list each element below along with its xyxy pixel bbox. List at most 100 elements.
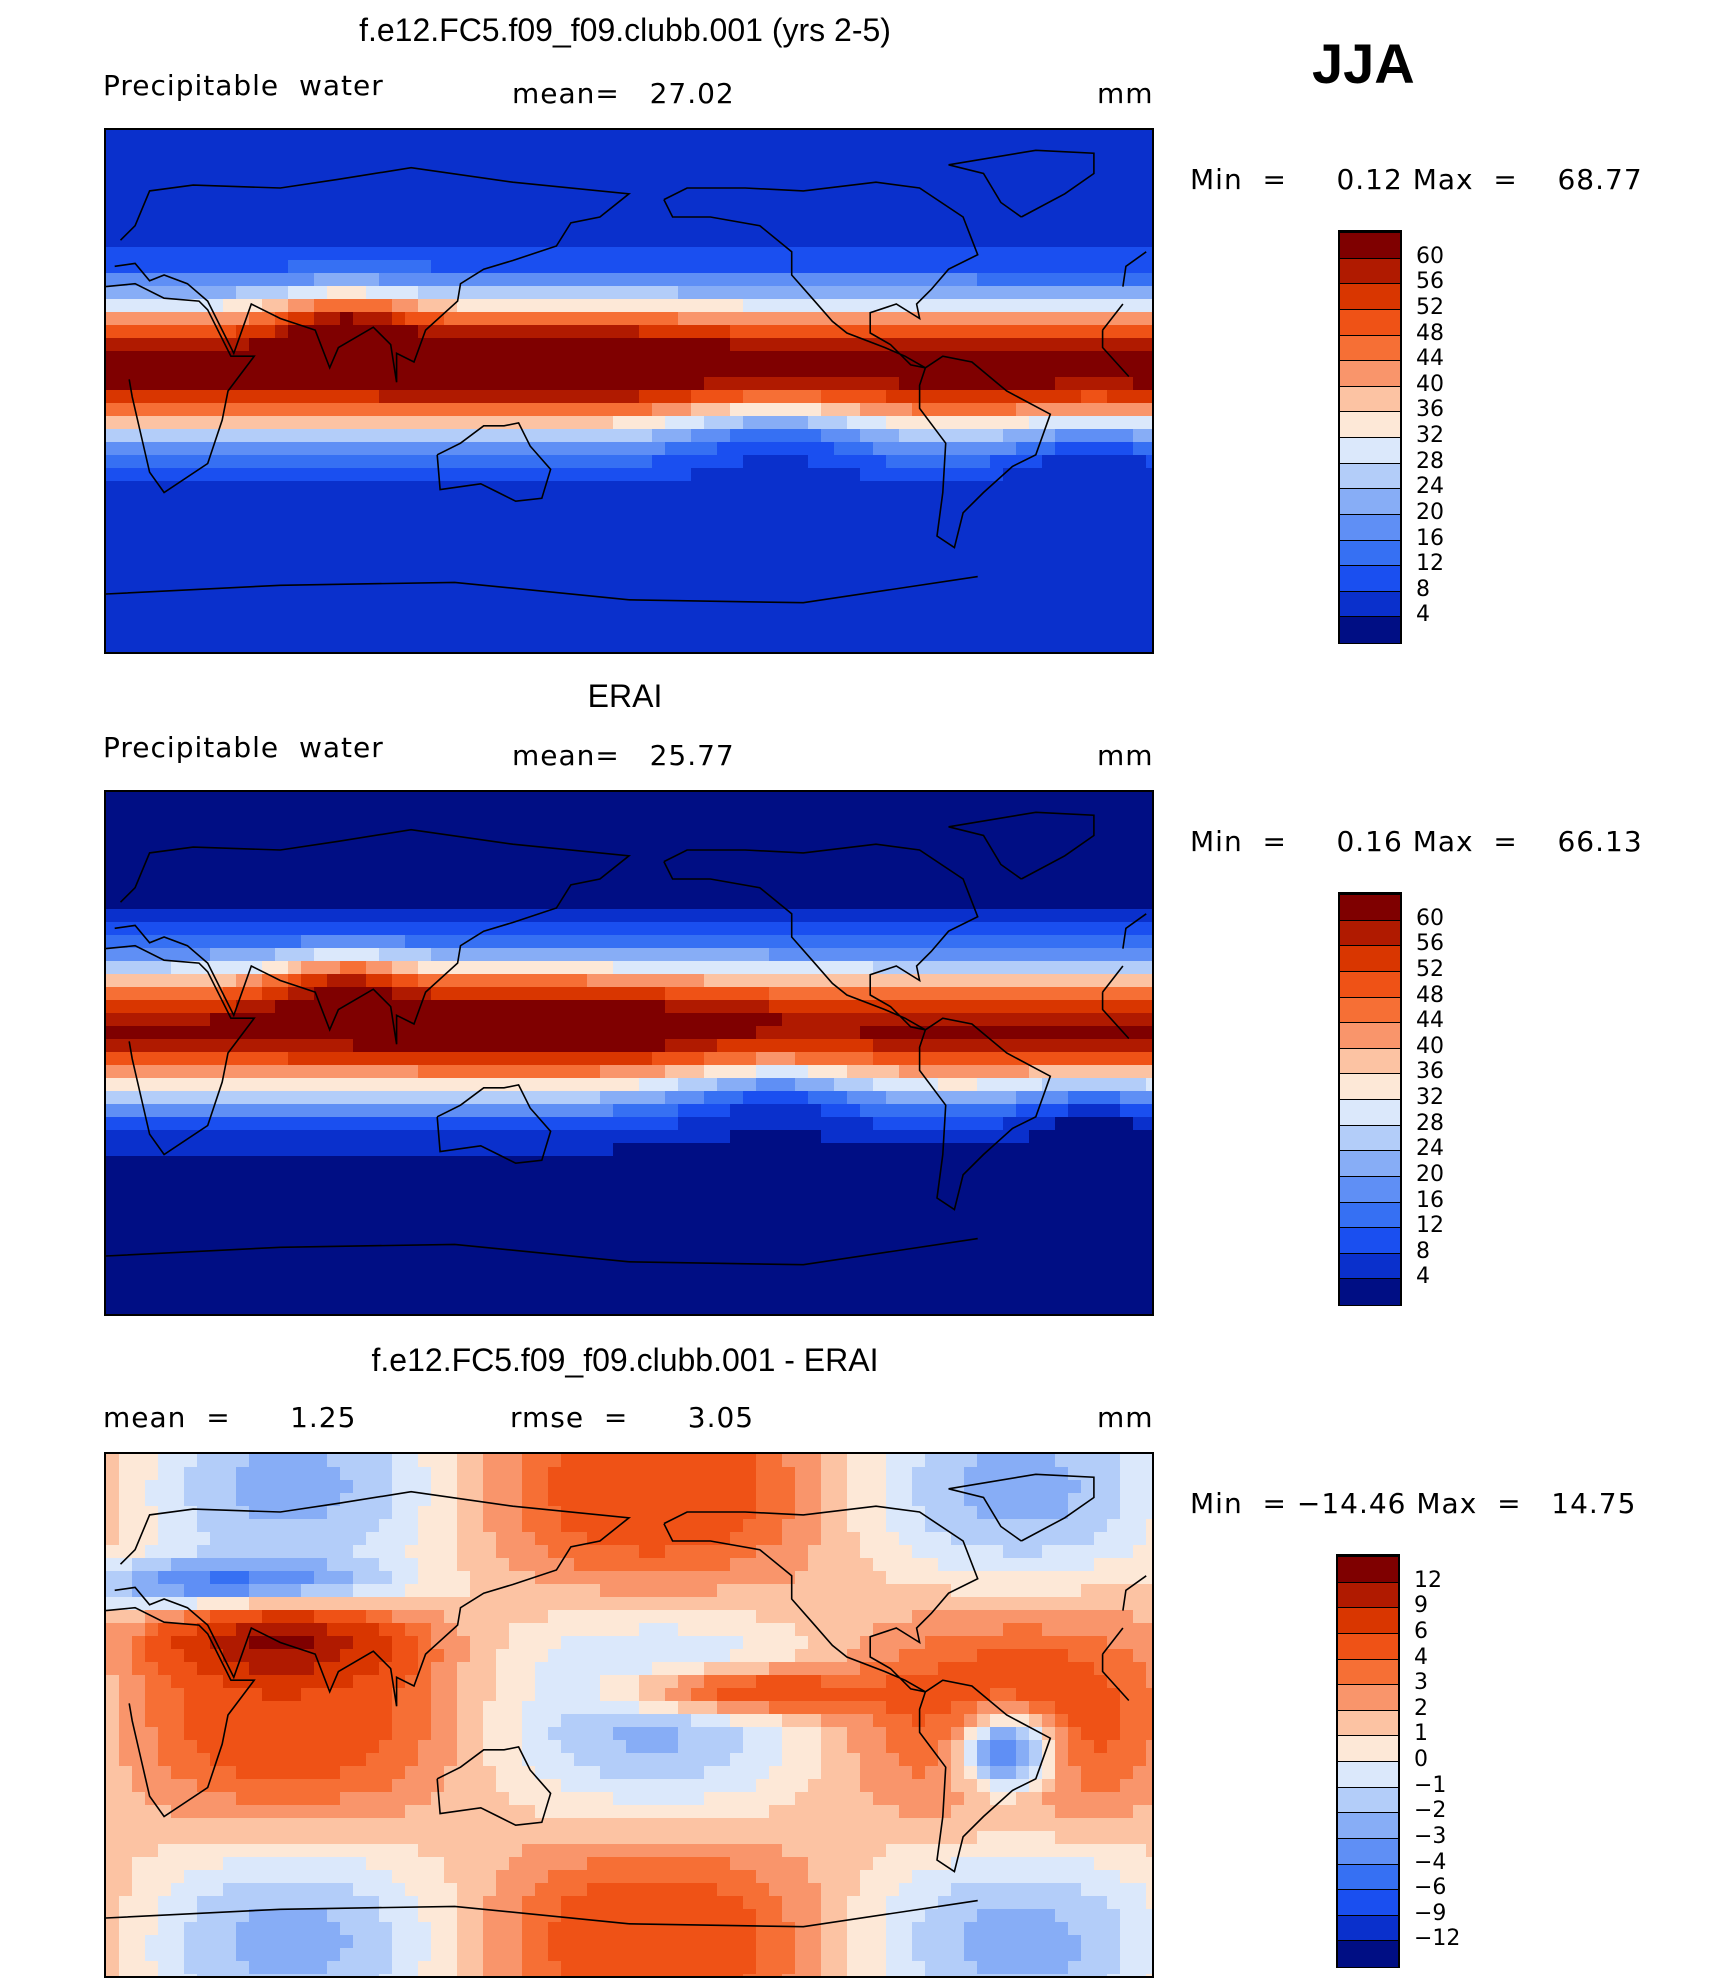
colorbar-tick-label: 12 (1416, 551, 1444, 577)
colorbar-tick-label: −2 (1414, 1798, 1447, 1824)
colorbar-swatch (1340, 308, 1400, 336)
colorbar-swatch (1340, 1150, 1400, 1177)
coastline (106, 282, 256, 494)
colorbar-swatch (1340, 590, 1400, 618)
colorbar-swatch (1340, 539, 1400, 567)
colorbar-swatch (1340, 334, 1400, 362)
panel-obs-mean-label: mean= 25.77 (512, 739, 735, 772)
colorbar-tick-label: 52 (1416, 956, 1444, 982)
coastline (1122, 913, 1147, 949)
colorbar-tick-label: 16 (1416, 525, 1444, 551)
coastline (663, 181, 979, 369)
coastline (628, 1899, 978, 1928)
colorbar-swatch (1340, 1073, 1400, 1100)
panel-obs-title: ERAI (587, 678, 663, 714)
colorbar-swatch (1340, 945, 1400, 972)
coastline (948, 149, 1095, 218)
colorbar-tick-label: 9 (1414, 1593, 1428, 1619)
panel-model-minmax: Min = 0.12 Max = 68.77 (1190, 166, 1643, 194)
coastline (663, 843, 979, 1031)
max-label: Max = (1412, 825, 1518, 858)
max-value: 68.77 (1557, 163, 1643, 196)
colorbar-swatch (1340, 283, 1400, 310)
colorbar-swatch (1340, 232, 1400, 259)
colorbar-swatch (1338, 1684, 1398, 1711)
colorbar-swatch (1340, 1201, 1400, 1229)
min-value: −14.46 (1296, 1487, 1407, 1520)
max-value: 14.75 (1551, 1487, 1637, 1520)
colorbar-swatch (1340, 462, 1400, 490)
panel-diff-units: mm (1097, 1401, 1154, 1434)
coastline (1122, 251, 1147, 287)
colorbar-tick-label: 32 (1416, 1085, 1444, 1110)
coastline (918, 1017, 1052, 1211)
colorbar-tick-label: 44 (1416, 1008, 1444, 1034)
colorbar-tick-label: −12 (1414, 1926, 1461, 1952)
coastline (1101, 303, 1124, 331)
colorbar-tick-label: 24 (1416, 474, 1444, 500)
colorbar-swatch (1340, 257, 1400, 285)
coastline (1101, 1627, 1124, 1655)
colorbar-tick-label: 2 (1414, 1695, 1428, 1721)
colorbar-swatch (1340, 1022, 1400, 1049)
colorbar-tick-label: 36 (1416, 1059, 1444, 1085)
panel-obs-map (104, 790, 1154, 1316)
colorbar-swatch (1340, 565, 1400, 592)
colorbar-tick-label: −4 (1414, 1849, 1447, 1875)
coastline (628, 1237, 978, 1266)
colorbar-tick-label: 40 (1416, 1033, 1444, 1059)
min-value: 0.16 (1336, 825, 1403, 858)
colorbar-swatch (1338, 1940, 1398, 1967)
coastline (1122, 1575, 1147, 1611)
colorbar-tick-label: 20 (1416, 499, 1444, 525)
coastline (948, 811, 1095, 880)
colorbar-tick-label: 1 (1414, 1721, 1428, 1747)
colorbar-tick-label: −1 (1414, 1772, 1447, 1798)
colorbar-tick-label: 56 (1416, 269, 1444, 295)
colorbar-tick-label: 12 (1416, 1213, 1444, 1239)
colorbar-tick-label: 3 (1414, 1670, 1428, 1696)
coastline (106, 944, 256, 1156)
coastline (1101, 992, 1130, 1040)
colorbar-tick-label: 4 (1414, 1644, 1428, 1670)
panel-obs-units: mm (1097, 739, 1154, 772)
colorbar-swatch (1338, 1837, 1398, 1865)
panel-obs-minmax: Min = 0.16 Max = 66.13 (1190, 828, 1643, 856)
min-label: Min = (1190, 1487, 1287, 1520)
colorbar-tick-label: −3 (1414, 1823, 1447, 1849)
colorbar-tick-label: 16 (1416, 1187, 1444, 1213)
colorbar-swatch (1340, 385, 1400, 413)
coastline (106, 581, 630, 601)
coastline (918, 355, 1052, 549)
coastline (1101, 965, 1124, 993)
panel-diff-colorbar (1336, 1554, 1400, 1968)
colorbar-swatch (1340, 411, 1400, 438)
colorbar-swatch (1340, 488, 1400, 515)
colorbar-swatch (1338, 1786, 1398, 1814)
colorbar-tick-label: 52 (1416, 294, 1444, 320)
min-label: Min = (1190, 825, 1287, 858)
coastline (436, 1083, 552, 1165)
min-value: 0.12 (1336, 163, 1403, 196)
colorbar-tick-label: 0 (1414, 1747, 1428, 1772)
coastline (114, 828, 632, 1045)
colorbar-tick-label: 28 (1416, 448, 1444, 474)
colorbar-tick-label: 28 (1416, 1110, 1444, 1136)
panel-diff-minmax: Min = −14.46 Max = 14.75 (1190, 1490, 1636, 1518)
colorbar-swatch (1340, 1278, 1400, 1305)
colorbar-swatch (1338, 1914, 1398, 1942)
colorbar-tick-label: 32 (1416, 423, 1444, 448)
colorbar-swatch (1340, 1047, 1400, 1075)
max-value: 66.13 (1557, 825, 1643, 858)
min-label: Min = (1190, 163, 1287, 196)
coastline (106, 1243, 630, 1263)
coastline (106, 1905, 630, 1925)
colorbar-tick-label: 40 (1416, 371, 1444, 397)
colorbar-swatch (1340, 1252, 1400, 1280)
panel-obs-colorbar (1338, 892, 1402, 1306)
colorbar-tick-label: 6 (1414, 1618, 1428, 1644)
panel-diff-mean-label: mean = 1.25 (103, 1401, 357, 1434)
colorbar-swatch (1338, 1658, 1398, 1686)
colorbar-swatch (1340, 616, 1400, 643)
colorbar-tick-label: 24 (1416, 1136, 1444, 1162)
